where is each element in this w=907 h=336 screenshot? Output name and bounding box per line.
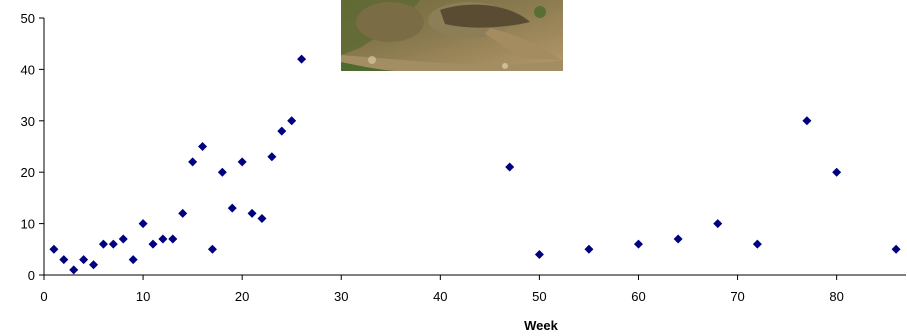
x-tick-label: 20 — [235, 289, 249, 304]
data-point — [633, 239, 643, 249]
data-point — [198, 142, 208, 151]
data-point — [891, 244, 901, 254]
data-point — [227, 203, 237, 213]
data-point — [148, 239, 158, 249]
x-axis-title: Week — [524, 318, 558, 333]
y-tick-label: 20 — [21, 165, 35, 180]
data-point — [49, 244, 59, 254]
data-point — [158, 234, 168, 244]
data-point — [217, 167, 227, 177]
data-point — [59, 255, 69, 265]
x-tick-label: 80 — [829, 289, 843, 304]
x-tick-label: 50 — [532, 289, 546, 304]
x-axis-ticks: 0 10 20 30 40 50 60 70 80 — [40, 275, 844, 304]
data-point — [108, 239, 118, 249]
x-tick-label: 40 — [433, 289, 447, 304]
data-point — [207, 244, 217, 254]
data-point — [118, 234, 128, 244]
data-point — [673, 234, 683, 244]
data-point — [505, 162, 515, 172]
y-tick-label: 0 — [28, 268, 35, 283]
data-point — [832, 167, 842, 177]
inset-photo — [341, 0, 563, 71]
data-point — [584, 244, 594, 254]
data-point — [79, 255, 89, 265]
x-tick-label: 0 — [40, 289, 47, 304]
data-point — [713, 219, 723, 229]
data-point — [297, 54, 307, 64]
data-point — [287, 116, 297, 126]
data-point — [277, 126, 287, 136]
y-tick-label: 10 — [21, 217, 35, 232]
data-point — [89, 260, 99, 270]
data-point — [69, 265, 79, 275]
data-point — [802, 116, 812, 126]
y-axis-ticks: 0 10 20 30 40 50 — [21, 11, 44, 283]
data-point — [138, 219, 148, 229]
y-tick-label: 30 — [21, 114, 35, 129]
data-points — [49, 54, 901, 275]
y-tick-label: 50 — [21, 11, 35, 26]
data-point — [247, 208, 257, 218]
data-point — [267, 152, 277, 162]
data-point — [178, 208, 188, 218]
data-point — [168, 234, 178, 244]
x-tick-label: 60 — [631, 289, 645, 304]
data-point — [752, 239, 762, 249]
data-point — [534, 249, 544, 259]
data-point — [98, 239, 108, 249]
data-point — [188, 157, 198, 167]
data-point — [128, 255, 138, 265]
data-point — [237, 157, 247, 167]
x-tick-label: 10 — [136, 289, 150, 304]
x-tick-label: 70 — [730, 289, 744, 304]
y-tick-label: 40 — [21, 62, 35, 77]
data-point — [257, 213, 267, 223]
x-tick-label: 30 — [334, 289, 348, 304]
